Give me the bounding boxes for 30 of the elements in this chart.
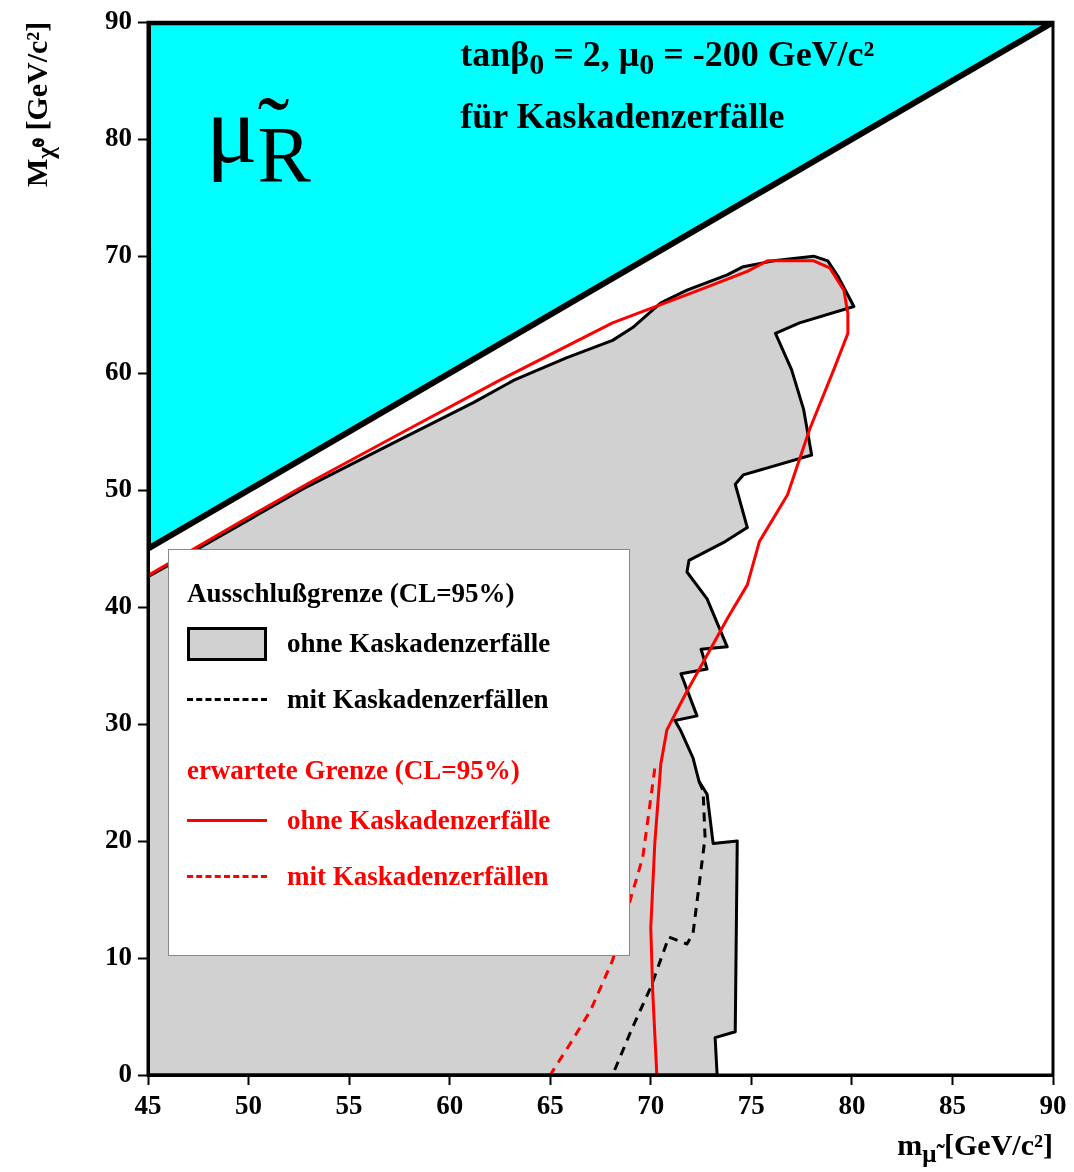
y-tick-label: 50: [105, 473, 132, 504]
y-tick-label: 40: [105, 590, 132, 621]
y-tick-label: 10: [105, 940, 132, 971]
y-tick-label: 60: [105, 356, 132, 387]
x-tick-label: 55: [335, 1090, 363, 1121]
x-tick-label: 90: [1039, 1090, 1067, 1121]
x-tick-label: 70: [637, 1090, 665, 1121]
y-tick-label: 20: [105, 824, 132, 855]
x-tick-label: 85: [938, 1090, 966, 1121]
annotation: μ̃$_{R}$: [206, 76, 311, 200]
y-tick-label: 70: [105, 239, 132, 270]
x-tick-label: 60: [436, 1090, 464, 1121]
text: für Kaskadenzerfälle: [460, 96, 785, 137]
x-axis-title: m$_{μ̃}$ [GeV/c²]: [897, 1128, 1053, 1167]
x-tick-label: 75: [737, 1090, 765, 1121]
y-tick-label: 30: [105, 707, 132, 738]
x-tick-label: 50: [235, 1090, 263, 1121]
legend-label: mit Kaskadenzerfällen: [286, 684, 549, 716]
y-tick-label: 90: [105, 5, 132, 36]
annotation: erwartete Grenze (CL=95%): [186, 754, 521, 786]
y-tick-label: 0: [118, 1057, 132, 1088]
chart-title: tanβ$_{0}$ = 2, μ$_{0}$ = -200 GeV/c²: [460, 34, 875, 81]
legend-label: ohne Kaskadenzerfälle: [286, 628, 551, 660]
y-tick-label: 80: [105, 122, 132, 153]
x-tick-label: 45: [134, 1090, 162, 1121]
legend-label: ohne Kaskadenzerfälle: [286, 805, 551, 837]
annotation: Ausschlußgrenze (CL=95%): [186, 577, 516, 609]
legend-label: mit Kaskadenzerfällen: [286, 861, 549, 893]
x-tick-label: 80: [838, 1090, 866, 1121]
x-tick-label: 65: [536, 1090, 564, 1121]
